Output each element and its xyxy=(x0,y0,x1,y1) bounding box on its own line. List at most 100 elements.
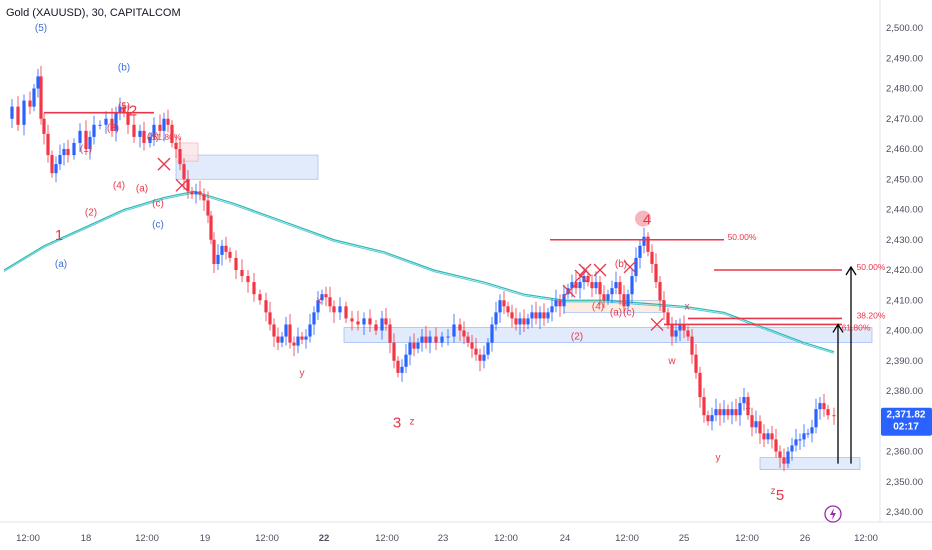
wave-label: (a) xyxy=(610,307,622,318)
candle-body xyxy=(574,282,578,289)
candle-body xyxy=(268,312,272,325)
wave-label: 1 xyxy=(55,227,63,244)
candle-body xyxy=(710,415,714,422)
x-marker xyxy=(650,317,664,331)
wave-label: 61.80% xyxy=(842,323,871,333)
time-axis[interactable]: 12:00 18 12:00 19 12:00 22 12:00 23 12:00 24 12:00… xyxy=(16,533,878,544)
time-tick-label: 12:00 xyxy=(16,533,40,544)
last-price-tag: 2,371.82 02:17 xyxy=(881,407,932,436)
wave-label: 4 xyxy=(643,212,651,229)
moving-average-layer xyxy=(3,190,835,354)
wave-labels-layer: (5)(b)(5)2(3)(b)61.80%(1)(4) (a)(c)(c)1(2… xyxy=(35,23,886,504)
candle-body xyxy=(246,276,250,283)
candle-body xyxy=(598,282,602,295)
fib-lines-layer xyxy=(44,111,857,464)
candle-body xyxy=(814,409,818,428)
candle-body xyxy=(458,324,462,331)
candle-body xyxy=(738,403,742,416)
svg-text:02:17: 02:17 xyxy=(893,422,919,433)
candle-body xyxy=(618,282,622,295)
candle-body xyxy=(478,354,482,361)
wave-label: (c) xyxy=(152,198,164,209)
candle-body xyxy=(186,179,190,192)
candle-body xyxy=(670,324,674,337)
candle-body xyxy=(662,300,666,313)
candle-body xyxy=(384,318,388,325)
wave-label: 61.80% xyxy=(153,132,182,142)
candle-body xyxy=(400,366,404,373)
candle-body xyxy=(826,409,830,416)
arrow-head xyxy=(845,265,857,276)
candle-body xyxy=(606,294,610,301)
candle-body xyxy=(114,112,118,131)
candle-body xyxy=(39,76,43,119)
wave-label: (b) xyxy=(615,259,627,270)
candle-body xyxy=(518,318,522,325)
candle-body xyxy=(98,124,102,126)
candle-body xyxy=(216,254,220,264)
time-tick-label: 12:00 xyxy=(494,533,518,544)
candle-body xyxy=(666,312,670,325)
candle-body xyxy=(350,318,354,322)
time-tick-label: 12:00 xyxy=(375,533,399,544)
price-tick-label: 2,460.00 xyxy=(886,144,923,155)
wave-label: (4) xyxy=(113,180,125,191)
candle-body xyxy=(452,324,456,337)
candle-body xyxy=(72,142,76,156)
candle-body xyxy=(78,130,82,143)
wave-label: (4) xyxy=(592,301,604,312)
candle-body xyxy=(32,88,36,107)
candle-body xyxy=(308,324,312,337)
candle-body xyxy=(694,354,698,373)
candle-body xyxy=(730,409,734,416)
wave-label: y xyxy=(716,453,721,464)
arrow-head xyxy=(832,323,844,333)
candle-body xyxy=(209,215,213,240)
candle-body xyxy=(634,257,638,277)
time-tick-label: 24 xyxy=(560,533,571,544)
candle-body xyxy=(614,282,618,289)
lightning-icon[interactable] xyxy=(824,505,842,523)
price-tick-label: 2,340.00 xyxy=(886,507,923,518)
candle-body xyxy=(162,118,166,131)
candle-body xyxy=(240,270,244,277)
candle-body xyxy=(586,276,590,283)
wave-label: (1) xyxy=(80,144,92,155)
candle-body xyxy=(630,276,634,295)
wave-label: 5 xyxy=(776,487,784,504)
time-tick-label: 12:00 xyxy=(615,533,639,544)
candle-body xyxy=(178,149,182,165)
candle-body xyxy=(474,348,478,355)
candle-body xyxy=(280,336,284,343)
candle-body xyxy=(810,427,814,434)
candle-body xyxy=(190,191,194,195)
candle-body xyxy=(610,288,614,295)
candle-body xyxy=(332,306,336,313)
candle-body xyxy=(374,324,378,331)
candle-body xyxy=(312,312,316,325)
price-axis[interactable]: 2,500.00 2,490.00 2,480.00 2,470.00 2,460.00… xyxy=(886,23,923,518)
candle-body xyxy=(416,342,420,349)
candle-body xyxy=(284,324,288,337)
candle-body xyxy=(522,318,526,325)
candle-body xyxy=(766,433,770,440)
time-tick-label: 26 xyxy=(800,533,811,544)
time-tick-label: 22 xyxy=(319,533,330,544)
candle-body xyxy=(252,282,256,295)
candle-body xyxy=(264,300,268,313)
chart-title: Gold (XAUUSD), 30, CAPITALCOM xyxy=(6,7,181,19)
wave-label: 2 xyxy=(129,103,137,120)
plot-area xyxy=(0,0,880,522)
candle-body xyxy=(118,106,122,113)
candle-body xyxy=(356,321,360,325)
candle-body xyxy=(538,312,542,319)
candle-body xyxy=(686,330,690,337)
candle-body xyxy=(486,342,490,355)
wave-label: (c) xyxy=(152,220,164,231)
candle-body xyxy=(778,451,782,458)
candle-body xyxy=(174,142,178,149)
candle-body xyxy=(622,294,626,307)
candle-body xyxy=(742,397,746,404)
price-tick-label: 2,380.00 xyxy=(886,386,923,397)
